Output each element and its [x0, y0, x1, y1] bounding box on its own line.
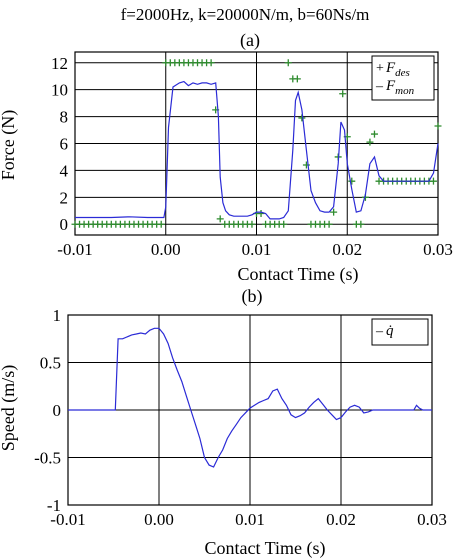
x-tick-label: 0.01: [235, 510, 265, 529]
data-point-F_des: [284, 59, 292, 67]
legend-box: [371, 318, 429, 346]
legend-entry-subscript: des: [395, 67, 410, 79]
speed-chart-ylabel: Speed (m/s): [0, 365, 19, 451]
data-point-F_des: [330, 208, 338, 216]
x-tick-label: 0.03: [417, 510, 447, 529]
x-tick-label: -0.01: [57, 240, 92, 259]
legend-entry-subscript: mon: [395, 85, 414, 97]
panel-a-label: (a): [240, 30, 260, 51]
speed-chart-xlabel: Contact Time (s): [204, 538, 325, 559]
y-tick-label: 2: [60, 188, 69, 207]
data-point-F_des: [348, 177, 356, 185]
data-point-F_des: [280, 220, 288, 228]
y-tick-label: -1: [47, 496, 61, 515]
y-tick-label: 4: [60, 161, 69, 180]
legend-marker: +: [376, 61, 384, 76]
x-tick-label: -0.01: [50, 510, 85, 529]
x-tick-label: 0.03: [423, 240, 453, 259]
y-tick-label: 1: [53, 306, 62, 325]
data-point-F_des: [366, 138, 374, 146]
force-chart-xlabel: Contact Time (s): [237, 264, 358, 285]
legend: + Fdes– Fmon: [371, 55, 435, 101]
legend-box: [371, 55, 435, 101]
y-tick-label: 0: [60, 215, 69, 234]
speed-chart: -0.01 0.00 0.01 0.02 0.03 -1 -0.5 0 0.5 1 – q̇: [34, 306, 447, 529]
legend-entry-label: q̇: [386, 323, 394, 339]
legend-marker: –: [375, 324, 384, 339]
panel-b-label: (b): [242, 286, 263, 307]
data-point-F_des: [157, 220, 165, 228]
x-tick-label: 0.02: [332, 240, 362, 259]
data-point-F_des: [207, 59, 215, 67]
data-point-F_des: [216, 215, 224, 223]
data-point-F_des: [293, 75, 301, 83]
data-point-F_des: [370, 130, 378, 138]
force-chart-ylabel: Force (N): [0, 110, 19, 180]
data-point-F_des: [429, 177, 437, 185]
figure-title: f=2000Hz, k=20000N/m, b=60Ns/m: [121, 5, 370, 24]
data-point-F_des: [248, 220, 256, 228]
data-point-F_des: [434, 122, 442, 130]
y-tick-label: 10: [51, 81, 68, 100]
series-line-q_dot: [68, 327, 432, 468]
y-tick-label: 0.5: [40, 354, 61, 373]
x-tick-label: 0.00: [144, 510, 174, 529]
x-tick-label: 0.00: [151, 240, 181, 259]
series-line-F_mon: [75, 80, 439, 220]
y-tick-label: 12: [51, 54, 68, 73]
y-tick-label: 8: [60, 108, 69, 127]
data-point-F_des: [257, 209, 265, 217]
data-point-F_des: [325, 220, 333, 228]
y-tick-label: 0: [53, 401, 62, 420]
legend-marker: –: [375, 79, 384, 94]
data-point-F_des: [302, 161, 310, 169]
force-chart: -0.01 0.00 0.01 0.02 0.03 0 2 4 6 8 10 12 + Fdes– Fmon: [51, 51, 453, 259]
data-point-F_des: [357, 220, 365, 228]
y-tick-label: 6: [60, 135, 69, 154]
x-tick-label: 0.01: [242, 240, 272, 259]
y-tick-label: -0.5: [34, 449, 61, 468]
data-point-F_des: [339, 90, 347, 98]
legend: – q̇: [371, 318, 429, 346]
data-point-F_des: [298, 114, 306, 122]
x-tick-label: 0.02: [326, 510, 356, 529]
